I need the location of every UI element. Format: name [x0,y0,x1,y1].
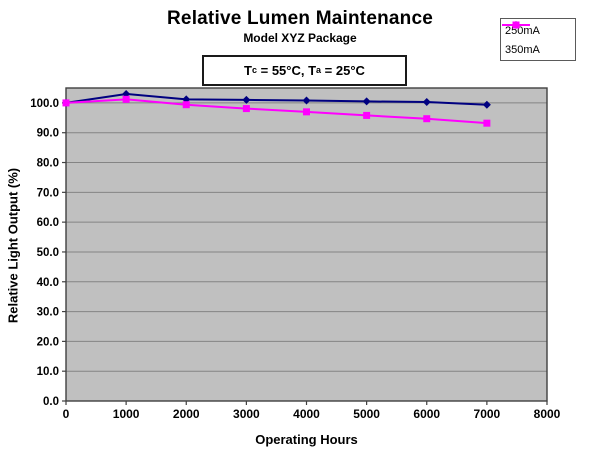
marker-diamond-250mA [482,100,491,109]
annotation-text-part: T [244,63,252,78]
y-tick-label: 70.0 [37,187,59,199]
y-tick-label: 20.0 [37,336,59,348]
marker-diamond-250mA [242,95,251,104]
y-tick-label: 40.0 [37,277,59,289]
marker-square-350mA [62,99,70,107]
y-tick-label: 100.0 [30,98,59,110]
x-tick-label: 5000 [353,407,380,421]
annotation-text-part: = 25°C [321,63,365,78]
legend: 250mA 350mA [500,18,576,61]
x-tick-label: 8000 [534,407,561,421]
annotation-text-part: = 55°C, T [257,63,317,78]
x-tick-label: 1000 [113,407,140,421]
y-axis-title: Relative Light Output (%) [5,167,21,324]
legend-label: 350mA [505,43,540,56]
marker-diamond-250mA [362,97,371,106]
series-line-250mA [65,92,487,106]
y-tick-label: 0.0 [43,396,59,408]
marker-diamond-250mA [302,96,311,105]
y-tick-label: 80.0 [37,158,59,170]
x-tick-label: 6000 [413,407,440,421]
marker-square-350mA [303,108,310,116]
x-tick-label: 4000 [293,407,320,421]
marker-square-350mA [182,101,190,109]
chart-subtitle: Model XYZ Package [243,31,357,45]
legend-line-square-icon [502,21,530,29]
legend-item-350mA: 350mA [502,21,570,57]
x-tick-label: 3000 [233,407,260,421]
marker-square-350mA [363,111,371,119]
y-tick-label: 30.0 [37,307,59,319]
x-tick-label: 0 [63,407,70,421]
plot-background [66,88,547,401]
x-tick-label: 2000 [173,407,200,421]
annotation-subscript: c [252,65,258,75]
y-tick-label: 60.0 [37,217,59,229]
marker-square-350mA [483,119,491,127]
series-line-350mA [65,98,487,125]
y-tick-label: 90.0 [37,128,59,140]
annotation-subscript: a [316,65,322,75]
marker-square-350mA [242,105,250,113]
x-tick-label: 7000 [474,407,501,421]
chart-title: Relative Lumen Maintenance [167,8,433,29]
marker-diamond-250mA [422,98,431,107]
y-tick-label: 10.0 [37,366,59,378]
x-axis-title: Operating Hours [255,432,358,447]
marker-square-350mA [423,115,431,123]
y-tick-label: 50.0 [37,247,59,259]
marker-square-350mA [122,95,130,103]
